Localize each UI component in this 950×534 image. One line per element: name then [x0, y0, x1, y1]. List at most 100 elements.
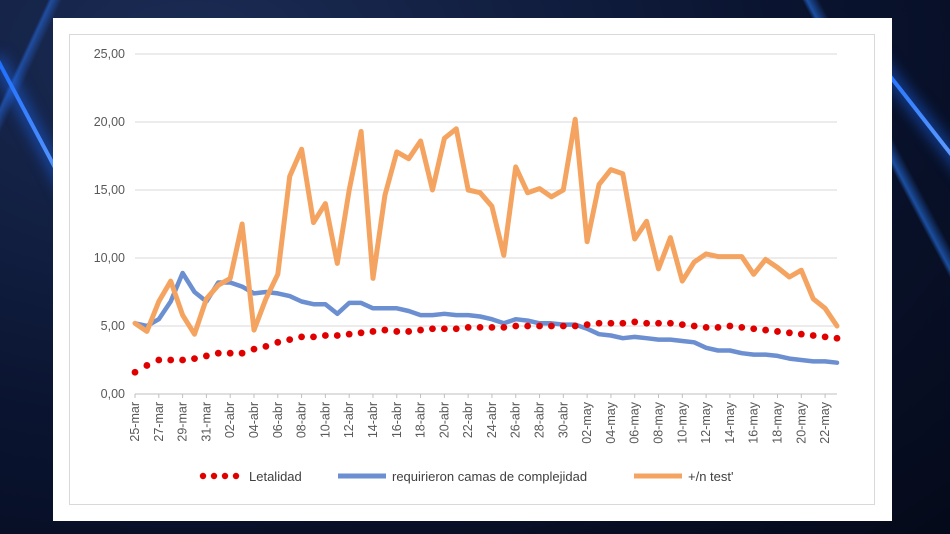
letalidad-point	[786, 329, 793, 337]
y-tick-label: 25,00	[94, 47, 125, 61]
letalidad-point	[357, 329, 365, 337]
letalidad-point	[678, 321, 686, 329]
chart-frame	[69, 34, 875, 505]
x-tick-label: 30-abr	[556, 402, 570, 438]
letalidad-point	[429, 325, 436, 333]
x-tick-label: 06-abr	[271, 402, 285, 438]
x-tick-label: 10-abr	[318, 402, 332, 438]
x-tick-label: 28-abr	[533, 402, 547, 438]
x-tick-label: 08-may	[652, 401, 666, 443]
letalidad-point	[310, 333, 317, 341]
letalidad-point	[714, 323, 722, 331]
letalidad-point	[524, 322, 532, 330]
letalidad-point	[762, 326, 770, 334]
letalidad-point	[369, 328, 377, 335]
legend-label: Letalidad	[249, 469, 302, 484]
letalidad-point	[155, 356, 163, 364]
x-tick-label: 24-abr	[485, 402, 499, 438]
x-tick-label: 31-mar	[199, 402, 213, 442]
legend-label: requirieron camas de complejidad	[392, 469, 587, 484]
letalidad-point	[607, 319, 615, 327]
letalidad-point	[571, 322, 579, 330]
y-tick-label: 0,00	[101, 387, 125, 401]
letalidad-point	[821, 333, 829, 341]
letalidad-point	[214, 349, 222, 357]
series-line-tests	[132, 116, 840, 337]
letalidad-point	[333, 332, 341, 339]
letalidad-point	[262, 343, 270, 350]
letalidad-point	[238, 349, 246, 357]
letalidad-point	[583, 321, 591, 329]
x-tick-label: 12-abr	[342, 402, 356, 438]
x-tick-label: 26-abr	[509, 402, 523, 438]
x-tick-label: 04-may	[604, 401, 618, 443]
legend-marker-letalidad	[232, 472, 240, 480]
letalidad-point	[131, 368, 139, 376]
letalidad-point	[274, 338, 282, 346]
x-tick-label: 20-may	[794, 401, 808, 443]
legend-marker-letalidad	[210, 472, 218, 480]
x-tick-label: 02-abr	[223, 402, 237, 438]
letalidad-point	[452, 325, 460, 333]
legend-label: +/n test'	[688, 469, 733, 484]
letalidad-point	[595, 319, 603, 327]
letalidad-point	[643, 319, 651, 327]
x-tick-label: 16-may	[747, 401, 761, 443]
letalidad-point	[226, 349, 234, 357]
letalidad-point	[464, 323, 472, 331]
letalidad-point	[250, 345, 258, 353]
x-tick-label: 06-may	[628, 401, 642, 443]
y-tick-label: 20,00	[94, 115, 125, 129]
letalidad-point	[298, 333, 305, 341]
x-tick-label: 14-may	[723, 401, 737, 443]
letalidad-point	[726, 322, 734, 330]
letalidad-point	[286, 336, 294, 343]
letalidad-point	[143, 362, 151, 369]
letalidad-point	[512, 322, 520, 330]
series-line-camas	[132, 270, 840, 365]
letalidad-point	[702, 323, 710, 331]
letalidad-point	[417, 326, 424, 334]
letalidad-point	[738, 323, 746, 331]
letalidad-point	[381, 326, 389, 334]
letalidad-point	[440, 325, 448, 333]
letalidad-point	[548, 322, 555, 330]
letalidad-point	[655, 319, 662, 327]
x-tick-label: 18-may	[771, 401, 785, 443]
x-tick-label: 22-abr	[461, 402, 475, 438]
letalidad-point	[500, 323, 508, 331]
x-tick-label: 14-abr	[366, 402, 380, 438]
letalidad-point	[690, 322, 698, 330]
letalidad-point	[667, 319, 674, 327]
letalidad-point	[405, 328, 413, 335]
x-tick-label: 20-abr	[437, 402, 451, 438]
x-tick-label: 08-abr	[295, 402, 309, 438]
letalidad-point	[202, 352, 210, 360]
letalidad-point	[167, 356, 175, 364]
letalidad-point	[559, 322, 567, 330]
letalidad-point	[476, 323, 484, 331]
letalidad-point	[833, 334, 841, 342]
letalidad-point	[536, 322, 543, 330]
x-tick-label: 16-abr	[390, 402, 404, 438]
letalidad-point	[619, 319, 627, 327]
x-tick-label: 29-mar	[176, 402, 190, 442]
letalidad-point	[179, 356, 186, 364]
line-chart: 0,00 5,00 10,00 15,00 20,00 25,00 25-mar 27-mar…	[94, 47, 841, 484]
letalidad-point	[750, 325, 758, 333]
x-tick-label: 18-abr	[414, 402, 428, 438]
x-tick-label: 12-may	[699, 401, 713, 443]
letalidad-point	[321, 332, 329, 339]
legend-marker-letalidad	[199, 472, 207, 480]
letalidad-point	[774, 328, 781, 335]
y-tick-label: 10,00	[94, 251, 125, 265]
y-tick-label: 5,00	[101, 319, 125, 333]
x-tick-label: 02-may	[580, 401, 594, 443]
x-tick-label: 22-may	[818, 401, 832, 443]
letalidad-point	[345, 330, 353, 338]
letalidad-point	[797, 330, 805, 338]
letalidad-point	[631, 318, 639, 326]
letalidad-point	[191, 355, 198, 363]
x-tick-label: 27-mar	[152, 402, 166, 442]
y-tick-label: 15,00	[94, 183, 125, 197]
